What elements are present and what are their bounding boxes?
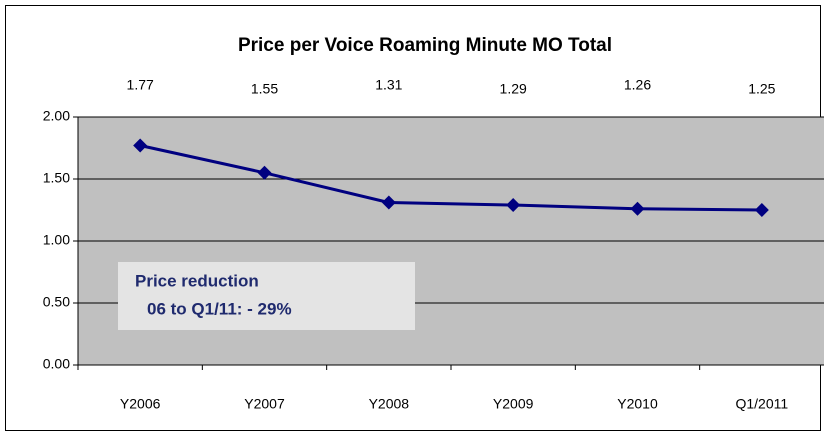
y-tick-label: 2.00	[43, 108, 70, 124]
data-label: 1.29	[500, 81, 527, 97]
point-marker	[630, 201, 645, 216]
data-label: 1.25	[748, 81, 775, 97]
series-line	[139, 144, 762, 212]
x-tick-label: Y2008	[369, 396, 410, 412]
x-tick-label: Y2009	[493, 396, 534, 412]
annotation-text: Price reduction	[135, 271, 259, 290]
y-tick-label: 1.00	[43, 232, 70, 248]
x-tick-label: Y2007	[244, 396, 285, 412]
x-tick-label: Y2006	[120, 396, 161, 412]
point-marker	[381, 195, 396, 210]
y-tick-label: 0.00	[43, 356, 70, 372]
y-tick-label: 0.50	[43, 294, 70, 310]
point-marker	[133, 138, 148, 153]
annotation-text: 06 to Q1/11: - 29%	[147, 299, 292, 318]
data-label: 1.77	[127, 77, 154, 93]
point-marker	[506, 198, 521, 213]
x-tick-label: Y2010	[617, 396, 658, 412]
data-label: 1.26	[624, 77, 651, 93]
y-tick-label: 1.50	[43, 170, 70, 186]
data-label: 1.55	[251, 81, 278, 97]
point-marker	[257, 165, 272, 180]
point-marker	[754, 203, 769, 217]
chart-title: Price per Voice Roaming Minute MO Total	[238, 35, 612, 56]
x-tick-label: Q1/2011	[735, 396, 788, 412]
data-label: 1.31	[375, 77, 402, 93]
annotation-box	[118, 262, 415, 330]
